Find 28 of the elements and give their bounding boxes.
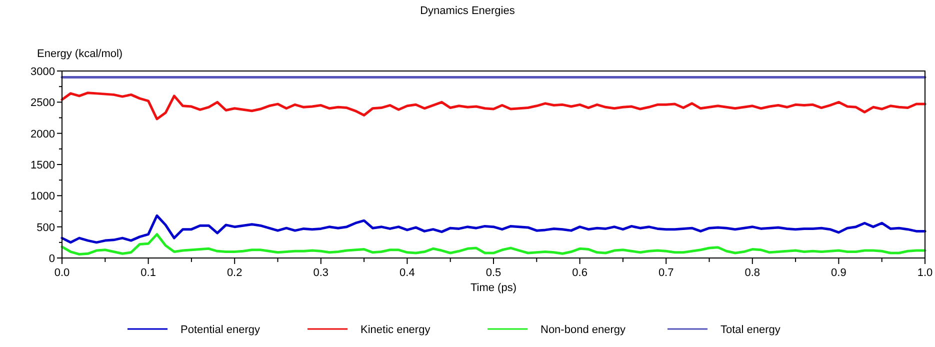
- line-series: [60, 233, 926, 256]
- x-tick-label: 0.7: [658, 267, 674, 279]
- y-tick-label: 2000: [30, 128, 55, 140]
- x-tick-label: 1.0: [917, 267, 933, 279]
- x-tick-label: 0.4: [400, 267, 415, 279]
- y-tick-label: 3000: [30, 66, 55, 78]
- x-tick-label: 0.3: [313, 267, 329, 279]
- legend-label: Kinetic energy: [360, 324, 431, 336]
- y-axis-title: Energy (kcal/mol): [37, 48, 123, 60]
- x-tick-label: 0.6: [572, 267, 588, 279]
- line-series: [60, 214, 926, 244]
- y-tick-label: 2500: [30, 97, 55, 110]
- chart-title: Dynamics Energies: [420, 5, 516, 17]
- y-tick-label: 1500: [30, 160, 55, 172]
- x-tick-label: 0.1: [140, 267, 156, 279]
- x-axis-title: Time (ps): [470, 282, 517, 294]
- legend-label: Total energy: [720, 324, 781, 336]
- y-tick-label: 0: [48, 253, 55, 265]
- y-tick-label: 500: [36, 222, 55, 234]
- x-tick-label: 0.5: [486, 267, 502, 279]
- line-series: [60, 92, 926, 120]
- x-tick-label: 0.0: [54, 267, 70, 279]
- y-tick-label: 1000: [30, 190, 55, 203]
- legend-label: Potential energy: [180, 324, 260, 336]
- x-tick-label: 0.8: [744, 267, 760, 279]
- x-tick-label: 0.2: [226, 267, 242, 279]
- x-tick-label: 0.9: [831, 267, 846, 279]
- legend-label: Non-bond energy: [540, 324, 626, 336]
